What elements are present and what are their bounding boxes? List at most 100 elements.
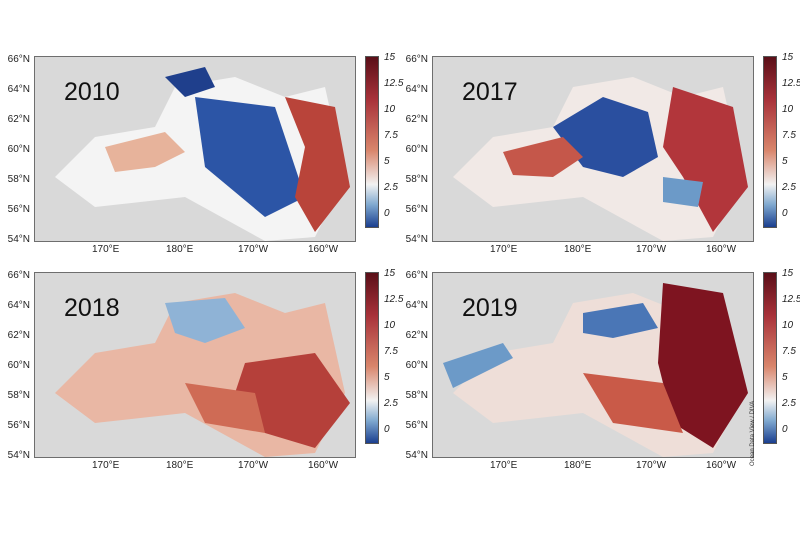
- lon-label: 170°E: [490, 244, 518, 255]
- map-frame: [432, 56, 754, 242]
- colorbar-tick: 15: [782, 268, 794, 279]
- map-canvas: [433, 273, 753, 457]
- map-panel-2017: 2017 66°N 64°N 62°N 60°N 58°N 56°N 54°N …: [398, 50, 800, 280]
- lat-label: 58°N: [7, 174, 30, 185]
- credit-label: Ocean Data View / DIVA: [750, 400, 756, 466]
- lat-label: 62°N: [405, 114, 428, 125]
- map-panel-2019: 2019 66°N 64°N 62°N 60°N 58°N 56°N 54°N …: [398, 266, 800, 496]
- colorbar-tick: 2.5: [782, 398, 796, 409]
- lat-label: 64°N: [7, 84, 30, 95]
- field-hot: [658, 283, 748, 448]
- lat-label: 54°N: [7, 450, 30, 461]
- lat-label: 58°N: [405, 390, 428, 401]
- lon-label: 170°W: [636, 460, 667, 471]
- colorbar-tick: 5: [384, 372, 390, 383]
- map-panel-2018: 2018 66°N 64°N 62°N 60°N 58°N 56°N 54°N …: [0, 266, 404, 496]
- field-warm: [503, 137, 583, 177]
- lat-label: 66°N: [405, 54, 428, 65]
- colorbar-tick: 0: [384, 424, 390, 435]
- lat-label: 60°N: [405, 144, 428, 155]
- lat-label: 54°N: [7, 234, 30, 245]
- lon-label: 170°W: [636, 244, 667, 255]
- colorbar-tick: 15: [782, 52, 794, 63]
- colorbar-tick: 7.5: [384, 346, 398, 357]
- colorbar-tick: 10: [384, 104, 396, 115]
- colorbar-tick: 10: [782, 320, 794, 331]
- field-cold-north: [165, 67, 215, 97]
- colorbar: [763, 56, 777, 228]
- colorbar-tick: 15: [384, 52, 396, 63]
- lat-label: 62°N: [405, 330, 428, 341]
- colorbar: [365, 56, 379, 228]
- colorbar-tick: 0: [782, 424, 788, 435]
- field-warm: [583, 373, 683, 433]
- lat-label: 64°N: [7, 300, 30, 311]
- colorbar-tick: 2.5: [384, 398, 398, 409]
- panel-year: 2019: [462, 294, 518, 322]
- lat-label: 62°N: [7, 330, 30, 341]
- colorbar-tick: 2.5: [782, 182, 796, 193]
- lon-label: 180°E: [564, 460, 592, 471]
- lat-label: 54°N: [405, 234, 428, 245]
- lon-label: 170°E: [92, 460, 120, 471]
- field-warm: [185, 383, 265, 433]
- map-canvas: [433, 57, 753, 241]
- lon-label: 170°W: [238, 460, 269, 471]
- field-cool: [165, 298, 245, 343]
- lon-label: 180°E: [166, 460, 194, 471]
- lon-label: 160°W: [706, 244, 737, 255]
- lon-label: 180°E: [166, 244, 194, 255]
- colorbar-tick: 7.5: [782, 346, 796, 357]
- panel-year: 2010: [64, 78, 120, 106]
- field-cold: [195, 97, 305, 217]
- lat-label: 60°N: [405, 360, 428, 371]
- colorbar-tick: 12.5: [782, 78, 800, 89]
- field-hot: [235, 353, 350, 448]
- lat-label: 64°N: [405, 84, 428, 95]
- colorbar-tick: 5: [782, 372, 788, 383]
- lat-label: 60°N: [7, 144, 30, 155]
- field-hot: [663, 87, 748, 232]
- colorbar-tick: 5: [782, 156, 788, 167]
- colorbar: [365, 272, 379, 444]
- lon-label: 160°W: [308, 460, 339, 471]
- panel-year: 2018: [64, 294, 120, 322]
- lon-label: 170°E: [490, 460, 518, 471]
- colorbar-tick: 5: [384, 156, 390, 167]
- field-cold: [583, 303, 658, 338]
- colorbar-tick: 2.5: [384, 182, 398, 193]
- lat-label: 62°N: [7, 114, 30, 125]
- colorbar-tick: 10: [384, 320, 396, 331]
- lat-label: 56°N: [7, 420, 30, 431]
- panel-year: 2017: [462, 78, 518, 106]
- lat-label: 54°N: [405, 450, 428, 461]
- colorbar-tick: 12.5: [384, 78, 404, 89]
- lon-label: 170°E: [92, 244, 120, 255]
- lat-label: 66°N: [7, 270, 30, 281]
- colorbar: [763, 272, 777, 444]
- field-cool-coast: [443, 343, 513, 388]
- map-frame: [34, 56, 356, 242]
- lat-label: 58°N: [7, 390, 30, 401]
- lat-label: 56°N: [7, 204, 30, 215]
- lon-label: 160°W: [706, 460, 737, 471]
- colorbar-tick: 7.5: [384, 130, 398, 141]
- field-hot: [285, 97, 350, 232]
- map-frame: [432, 272, 754, 458]
- colorbar-tick: 12.5: [782, 294, 800, 305]
- field-warm: [105, 132, 185, 172]
- colorbar-tick: 0: [384, 208, 390, 219]
- lat-label: 56°N: [405, 420, 428, 431]
- colorbar-tick: 7.5: [782, 130, 796, 141]
- lat-label: 66°N: [7, 54, 30, 65]
- lat-label: 66°N: [405, 270, 428, 281]
- lon-label: 160°W: [308, 244, 339, 255]
- colorbar-tick: 10: [782, 104, 794, 115]
- field-cool: [663, 177, 703, 207]
- colorbar-tick: 0: [782, 208, 788, 219]
- lat-label: 64°N: [405, 300, 428, 311]
- lon-label: 170°W: [238, 244, 269, 255]
- lat-label: 60°N: [7, 360, 30, 371]
- map-frame: [34, 272, 356, 458]
- colorbar-tick: 15: [384, 268, 396, 279]
